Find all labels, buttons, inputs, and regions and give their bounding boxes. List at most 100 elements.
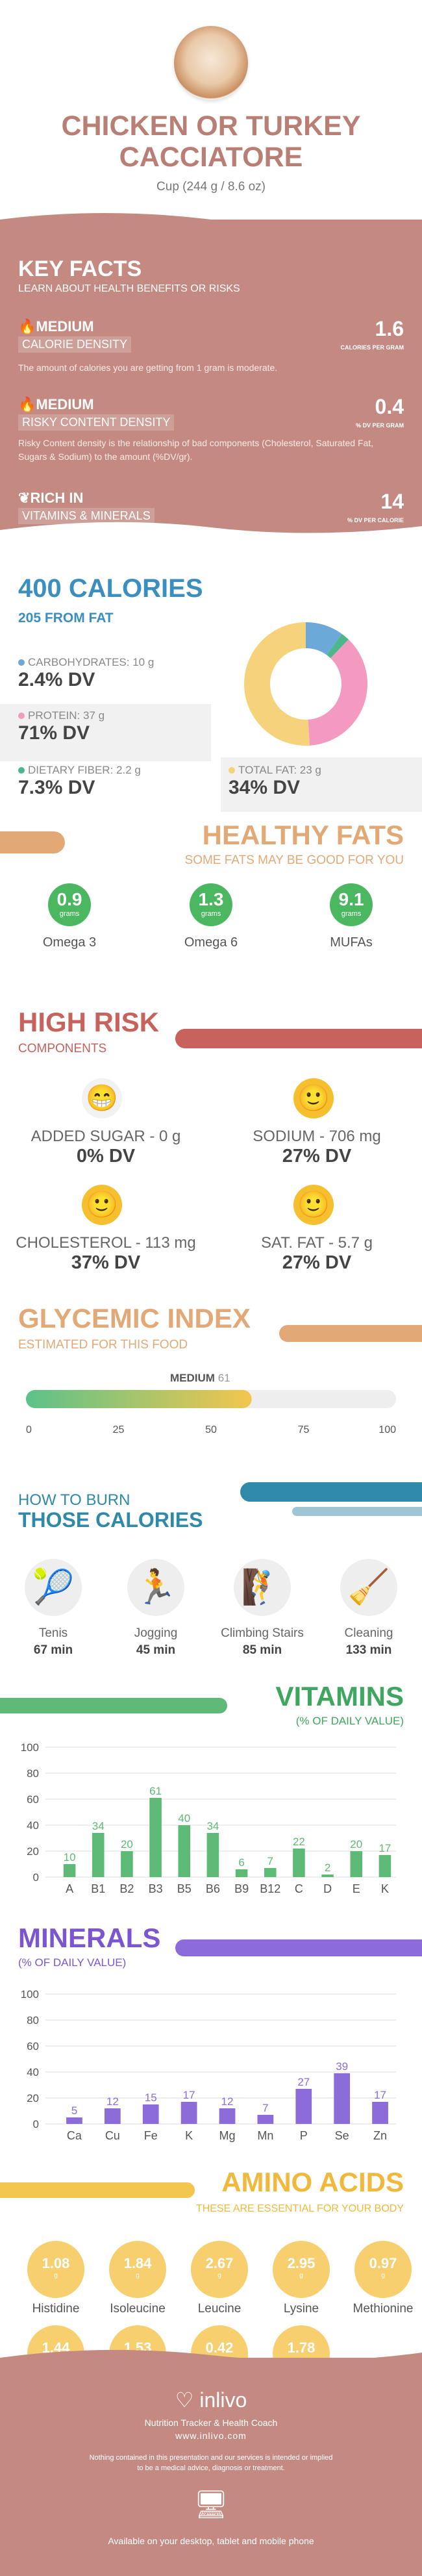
footer-tagline: Nutrition Tracker & Health Coach [144,2418,278,2428]
bar-value-label: 17 [183,2089,195,2101]
bar [66,2117,82,2124]
page-title: CHICKEN OR TURKEY CACCIATORE [61,110,361,173]
bar [295,2089,312,2124]
bar-value-label: 15 [145,2091,157,2104]
y-tick: 20 [27,2092,39,2104]
sat-fat-dv: 27% DV [282,1252,352,1273]
donut-slice [308,639,367,746]
flame-icon: 🔥 [18,396,36,412]
y-tick: 60 [27,2040,39,2052]
y-tick: 100 [21,1741,39,1754]
glycemic-title: GLYCEMIC INDEX [18,1303,251,1333]
bar [321,1875,334,1877]
glycemic-readout: MEDIUM 61 [170,1372,230,1384]
vitamins-subtitle: (% OF DAILY VALUE) [295,1715,404,1727]
stairs-min: 85 min [242,1643,282,1657]
bar [334,2073,351,2124]
vitamins-minerals-level: ❦RICH IN [18,490,84,506]
amino-name: Lysine [283,2302,319,2316]
calorie-density-level: 🔥MEDIUM [18,318,94,335]
amino-name: Leucine [197,2302,242,2316]
x-tick: Fe [144,2129,158,2142]
jogging-min: 45 min [136,1643,176,1657]
food-image [174,26,248,100]
burn-title-1: HOW TO BURN [18,1491,130,1509]
y-tick: 0 [33,1871,39,1884]
bar-value-label: 12 [221,2095,234,2108]
amino-name: Methionine [353,2302,414,2316]
smile-icon: 😁 [82,1078,122,1118]
calorie-density-desc: The amount of calories you are getting f… [18,362,278,373]
bar-value-label: 2 [325,1862,330,1874]
footer-disclaimer-1: Nothing contained in this presentation a… [89,2454,333,2462]
footer-url[interactable]: www.inlivo.com [175,2431,247,2441]
bar-value-label: 12 [106,2095,119,2108]
bar-value-label: 27 [297,2076,310,2088]
glycemic-tick: 50 [205,1424,217,1435]
bar [92,1833,105,1877]
y-tick: 0 [33,2118,39,2130]
fiber-dot [18,767,25,774]
footer [0,2358,422,2576]
amino-bubble: 2.67 g [191,2241,248,2298]
y-tick: 40 [27,1819,39,1832]
x-tick: Mg [219,2129,235,2142]
stripe-decoration [0,2182,195,2198]
x-tick: B9 [234,1882,249,1895]
x-tick: P [300,2129,308,2142]
protein-stat: PROTEIN: 37 g 71% DV [18,709,105,744]
smile-icon: 🙂 [293,1078,334,1118]
mufas-label: MUFAs [330,935,373,950]
bar [149,1798,162,1877]
stripe-decoration [175,1939,422,1956]
bar-value-label: 40 [178,1812,190,1825]
calorie-density-unit: CALORIES PER GRAM [340,344,404,351]
amino-bubble: 1.84 g [109,2241,166,2298]
stairs-icon: 🧗 [234,1559,291,1616]
y-tick: 80 [27,2014,39,2027]
fat-box [221,757,422,812]
tennis-icon: 🎾 [25,1559,82,1616]
bar [219,2108,236,2124]
key-facts-title: KEY FACTS [18,257,142,281]
minerals-subtitle: (% OF DAILY VALUE) [18,1956,127,1969]
stripe-decoration [0,831,65,853]
donut-slice [327,633,349,659]
bar [206,1833,219,1877]
protein-box [0,704,211,761]
flame-icon: 🔥 [18,318,36,335]
y-tick: 60 [27,1793,39,1806]
glycemic-tick: 100 [379,1424,396,1435]
x-tick: B1 [91,1882,105,1895]
bar [63,1864,76,1877]
glycemic-tick: 0 [26,1424,32,1435]
bar [142,2104,159,2124]
bar-value-label: 7 [267,1855,273,1867]
footer-available: Available on your desktop, tablet and mo… [108,2536,314,2546]
glycemic-subtitle: ESTIMATED FOR THIS FOOD [18,1338,188,1352]
serving-size: Cup (244 g / 8.6 oz) [156,180,266,194]
calories-donut-chart [244,622,367,746]
vitamins-bar-chart: 0 20 40 60 80 100 10 A 34 B1 20 B2 61 B3 40 B5 34 B6 6 B9 7 B… [21,1741,396,1895]
calorie-density-value: 1.6 [375,317,404,340]
sat-fat-label: SAT. FAT - 5.7 g [260,1234,373,1252]
x-tick: K [381,1882,389,1895]
bar [180,2102,197,2124]
risky-density-desc: Risky Content density is the relationshi… [18,438,374,462]
stripe-decoration [0,1698,227,1713]
footer-brand: ♡ inlivo [175,2388,247,2412]
calories-title: 400 CALORIES [18,574,203,603]
bar [264,1868,277,1877]
bar-value-label: 17 [379,1842,391,1854]
amino-bubble: 0.97 g [354,2241,412,2298]
cleaning-min: 133 min [345,1643,392,1657]
leaf-icon: ❦ [18,490,31,506]
x-tick: Cu [105,2129,120,2142]
bar-value-label: 61 [149,1785,162,1797]
added-sugar-label: ADDED SUGAR - 0 g [31,1128,181,1145]
x-tick: Mn [257,2129,273,2142]
cleaning-icon: 🧹 [340,1559,397,1616]
stripe-decoration [175,1029,422,1048]
omega3-bubble: 0.9 grams [48,883,91,926]
minerals-title: MINERALS [18,1923,161,1953]
